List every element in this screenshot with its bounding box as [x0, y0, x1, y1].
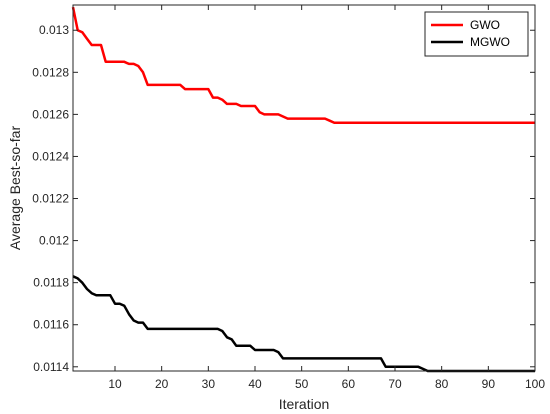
y-tick-label: 0.0118 — [33, 276, 69, 290]
x-tick-label: 80 — [435, 377, 449, 391]
y-tick-label: 0.0124 — [32, 149, 69, 163]
legend-label-gwo: GWO — [470, 18, 500, 32]
x-axis-title: Iteration — [279, 396, 330, 412]
y-tick-label: 0.013 — [39, 23, 69, 37]
plot-background — [73, 5, 535, 371]
x-tick-label: 30 — [202, 377, 216, 391]
x-axis-ticks: 10 20 30 40 50 60 70 80 90 100 — [108, 5, 545, 391]
series-layer — [71, 6, 535, 373]
series-line-mgwo — [72, 275, 535, 373]
legend: GWO MGWO — [424, 11, 529, 57]
x-tick-label: 10 — [108, 377, 122, 391]
legend-box — [424, 11, 529, 57]
y-tick-label: 0.012 — [39, 234, 69, 248]
y-tick-label: 0.0126 — [32, 107, 69, 121]
x-tick-label: 50 — [295, 377, 309, 391]
series-line-gwo — [71, 6, 535, 125]
y-tick-label: 0.0116 — [33, 318, 69, 332]
y-tick-label: 0.0128 — [32, 65, 69, 79]
legend-label-mgwo: MGWO — [470, 35, 510, 49]
y-tick-label: 0.0114 — [33, 360, 69, 374]
x-tick-label: 40 — [248, 377, 262, 391]
y-tick-label: 0.0122 — [32, 192, 69, 206]
y-axis-ticks: 0.0114 0.0116 0.0118 0.012 0.0122 0.0124 0.012… — [32, 23, 535, 374]
x-tick-label: 20 — [155, 377, 169, 391]
y-axis-title: Average Best-so-far — [7, 126, 23, 251]
x-tick-label: 90 — [482, 377, 496, 391]
plot-frame — [72, 4, 536, 372]
x-tick-label: 70 — [388, 377, 402, 391]
x-tick-label: 100 — [525, 377, 545, 391]
x-tick-label: 60 — [342, 377, 356, 391]
